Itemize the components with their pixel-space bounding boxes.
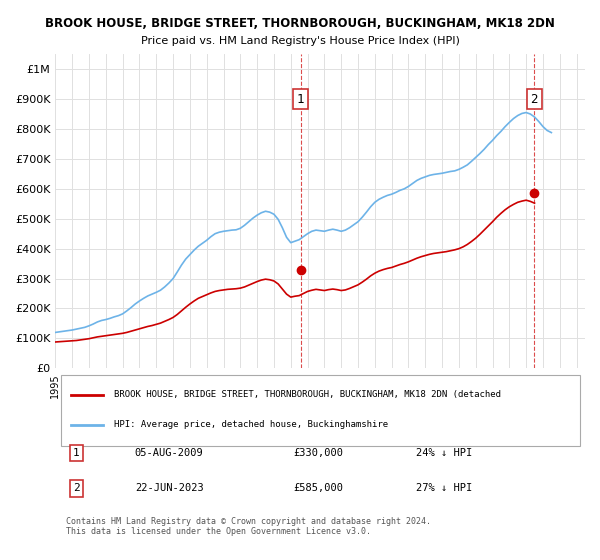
Text: £330,000: £330,000 — [293, 448, 344, 458]
Text: Price paid vs. HM Land Registry's House Price Index (HPI): Price paid vs. HM Land Registry's House … — [140, 36, 460, 46]
Text: 2: 2 — [530, 92, 538, 106]
Text: 1: 1 — [297, 92, 304, 106]
Text: 27% ↓ HPI: 27% ↓ HPI — [416, 483, 472, 493]
FancyBboxPatch shape — [61, 375, 580, 446]
Text: 22-JUN-2023: 22-JUN-2023 — [135, 483, 203, 493]
Text: BROOK HOUSE, BRIDGE STREET, THORNBOROUGH, BUCKINGHAM, MK18 2DN (detached: BROOK HOUSE, BRIDGE STREET, THORNBOROUGH… — [113, 390, 500, 399]
Text: Contains HM Land Registry data © Crown copyright and database right 2024.
This d: Contains HM Land Registry data © Crown c… — [66, 517, 431, 536]
Text: 1: 1 — [73, 448, 80, 458]
Text: £585,000: £585,000 — [293, 483, 344, 493]
Text: 05-AUG-2009: 05-AUG-2009 — [135, 448, 203, 458]
Text: BROOK HOUSE, BRIDGE STREET, THORNBOROUGH, BUCKINGHAM, MK18 2DN: BROOK HOUSE, BRIDGE STREET, THORNBOROUGH… — [45, 17, 555, 30]
Text: 2: 2 — [73, 483, 80, 493]
Text: 24% ↓ HPI: 24% ↓ HPI — [416, 448, 472, 458]
Text: HPI: Average price, detached house, Buckinghamshire: HPI: Average price, detached house, Buck… — [113, 421, 388, 430]
